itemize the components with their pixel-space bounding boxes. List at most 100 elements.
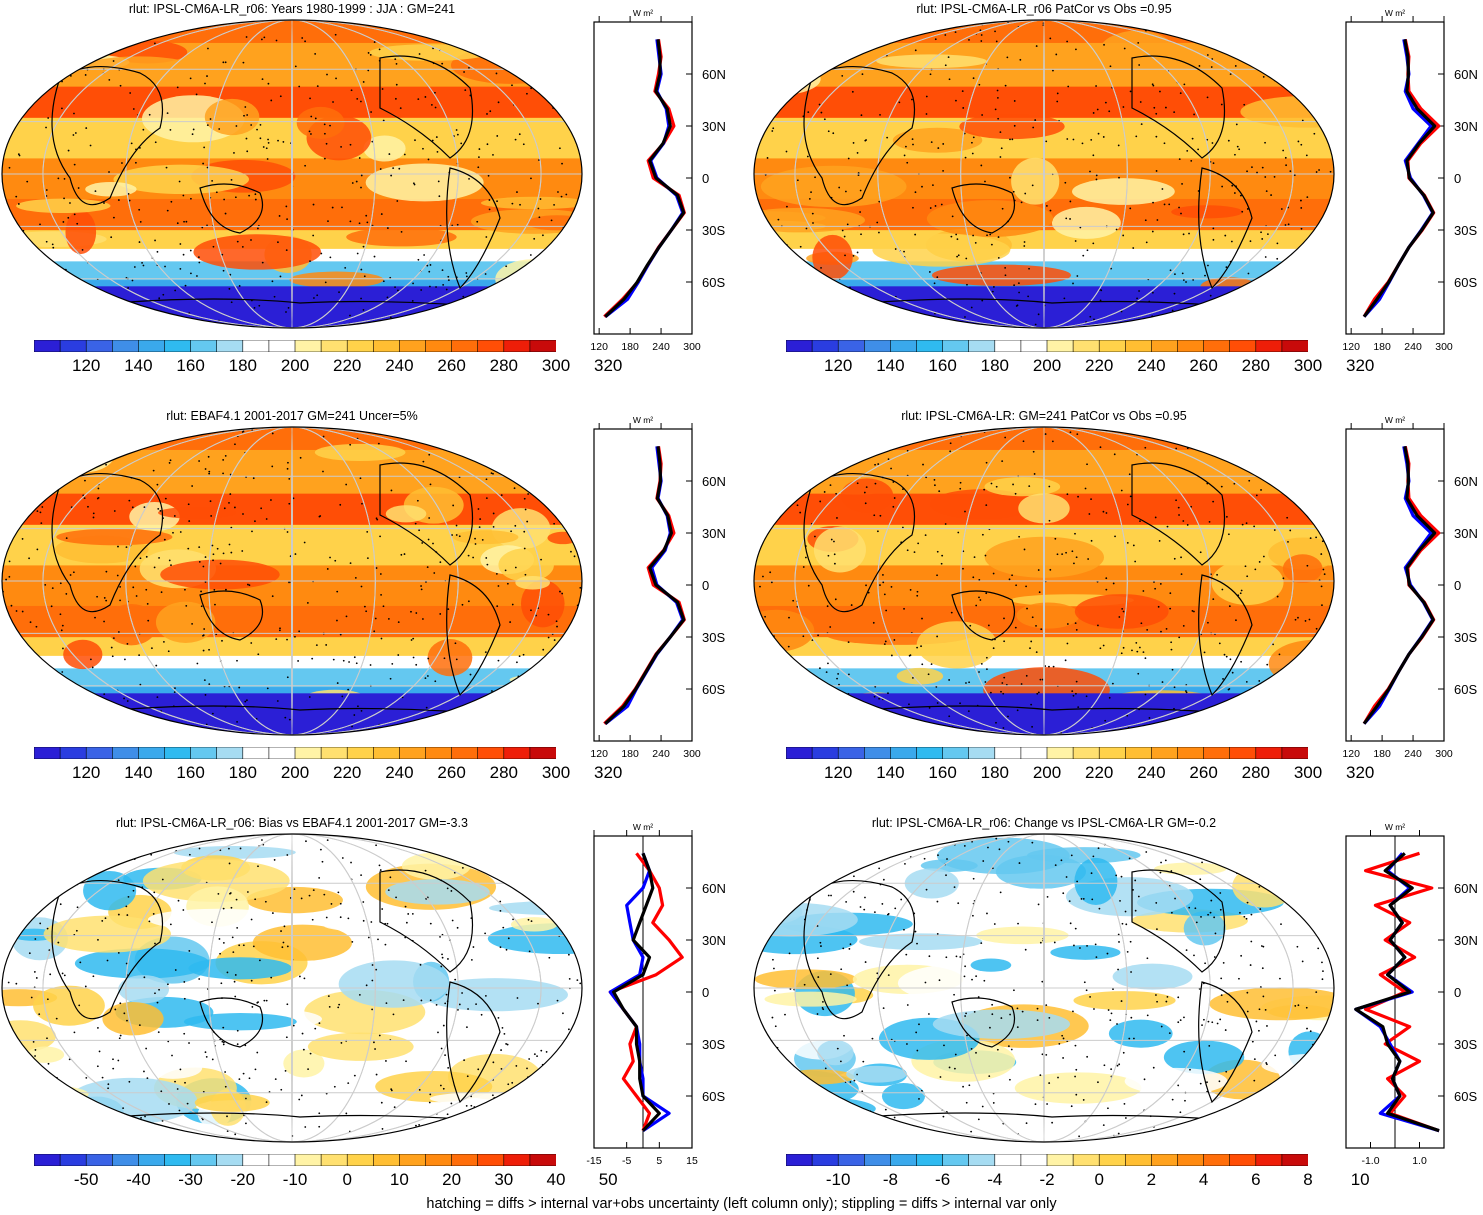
profile-lat-tick-label: 30S — [1454, 223, 1477, 238]
colorbar-tick-label: 160 — [176, 356, 205, 375]
chart-title: rlut: IPSL-CM6A-LR: GM=241 PatCor vs Obs… — [901, 409, 1187, 423]
colorbar-swatch — [399, 340, 427, 352]
profile-series-black — [1362, 39, 1437, 318]
colorbar-swatch — [425, 1154, 453, 1166]
chart-title: rlut: IPSL-CM6A-LR_r06 PatCor vs Obs =0.… — [916, 2, 1172, 16]
zonal-mean-profile: 60N 30N 0 30S 60S 120 180 240 300 W m² — [1342, 415, 1477, 760]
colorbar: 120 140 160 180 200 220 240 260 280 300 320 — [786, 747, 1374, 787]
colorbar-swatch — [786, 1154, 813, 1166]
colorbar-swatch — [1177, 340, 1205, 352]
zonal-mean-profile: 60N 30N 0 30S 60S 120 180 240 300 W m² — [590, 415, 726, 760]
profile-x-tick-label: 300 — [1435, 341, 1453, 353]
profile-lat-tick-label: 30N — [702, 526, 726, 541]
profile-series-black — [604, 39, 686, 318]
global-map — [753, 19, 1335, 329]
colorbar-tick-label: 2 — [1146, 1170, 1157, 1189]
colorbar-tick-label: 240 — [1137, 763, 1166, 782]
colorbar-swatch — [890, 747, 918, 759]
colorbar-tick-label: 320 — [594, 763, 623, 782]
colorbar-swatch — [34, 747, 61, 759]
profile-x-tick-label: 240 — [1404, 341, 1422, 353]
profile-x-tick-label: 180 — [621, 748, 639, 760]
profile-lat-tick-label: 60S — [702, 1089, 725, 1104]
zonal-mean-profile: 60N 30N 0 30S 60S 120 180 240 300 W m² — [1342, 8, 1478, 353]
colorbar-swatch — [811, 1154, 840, 1166]
chart-title: rlut: EBAF4.1 2001-2017 GM=241 Uncer=5% — [166, 409, 418, 423]
colorbar-swatch — [890, 1154, 918, 1166]
colorbar-tick-label: 140 — [876, 356, 905, 375]
colorbar-tick-label: 160 — [176, 763, 205, 782]
colorbar-swatch — [942, 1154, 970, 1166]
colorbar-swatch — [1281, 1154, 1308, 1166]
colorbar-swatch — [1281, 340, 1308, 352]
profile-lat-tick-label: 60N — [702, 881, 726, 896]
colorbar-tick-label: 240 — [385, 763, 414, 782]
colorbar-swatch — [786, 340, 813, 352]
colorbar-swatch — [1203, 340, 1231, 352]
profile-units-label: W m² — [633, 822, 653, 832]
colorbar-swatch — [190, 340, 218, 352]
colorbar-swatch — [811, 340, 840, 352]
colorbar-swatch — [268, 340, 296, 352]
colorbar-tick-label: 120 — [72, 356, 101, 375]
profile-x-tick-label: 240 — [652, 341, 670, 353]
profile-lat-tick-label: 30N — [702, 933, 726, 948]
colorbar-swatch — [85, 747, 114, 759]
profile-series-blue — [608, 852, 671, 1133]
colorbar-swatch — [1203, 1154, 1231, 1166]
colorbar-tick-label: 20 — [442, 1170, 462, 1189]
colorbar: 120 140 160 180 200 220 240 260 280 300 320 — [34, 340, 622, 380]
colorbar-tick-label: 160 — [928, 763, 957, 782]
colorbar-swatch — [1072, 340, 1101, 352]
colorbar-swatch — [242, 340, 270, 352]
colorbar-swatch — [190, 747, 218, 759]
colorbar-tick-label: -2 — [1039, 1170, 1055, 1189]
colorbar-tick-label: 4 — [1198, 1170, 1209, 1189]
colorbar-tick-label: 140 — [876, 763, 905, 782]
colorbar-swatch — [425, 747, 453, 759]
colorbar-swatch — [138, 1154, 166, 1166]
profile-lat-tick-label: 0 — [702, 578, 709, 593]
colorbar-tick-label: 300 — [1293, 356, 1323, 375]
profile-lat-tick-label: 60S — [1454, 682, 1477, 697]
profile-units-label: W m² — [633, 415, 653, 425]
colorbar-swatch — [425, 340, 453, 352]
colorbar-swatch — [399, 747, 427, 759]
profile-lat-tick-label: 0 — [702, 171, 709, 186]
zonal-mean-profile: 60N 30N 0 30S 60S 120 180 240 300 W m² — [590, 8, 725, 353]
colorbar-tick-label: 6 — [1251, 1170, 1261, 1189]
colorbar-tick-label: 180 — [228, 356, 257, 375]
colorbar-swatch — [216, 340, 244, 352]
colorbar-swatch — [112, 747, 140, 759]
profile-lat-tick-label: 30N — [1454, 119, 1478, 134]
zonal-mean-profile: 60N 30N 0 30S 60S -15 -5 5 15 W m² — [586, 822, 726, 1167]
colorbar-swatch — [164, 340, 192, 352]
colorbar-tick-label: 8 — [1303, 1170, 1313, 1189]
profile-units-label: W m² — [633, 8, 653, 18]
profile-x-tick-label: 240 — [652, 748, 670, 760]
colorbar-tick-label: 180 — [980, 356, 1009, 375]
colorbar-swatch — [399, 1154, 427, 1166]
profile-units-label: W m² — [1385, 8, 1405, 18]
colorbar: -50 -40 -30 -20 -10 0 10 20 30 40 50 — [34, 1154, 618, 1194]
colorbar-tick-label: 10 — [389, 1170, 409, 1189]
colorbar: -10 -8 -6 -4 -2 0 2 4 6 8 10 — [786, 1154, 1370, 1194]
colorbar-tick-label: 120 — [824, 356, 853, 375]
colorbar-swatch — [34, 340, 61, 352]
profile-lat-tick-label: 30S — [702, 1037, 725, 1052]
profile-lat-tick-label: 30S — [702, 223, 725, 238]
colorbar-swatch — [268, 747, 296, 759]
profile-series-black — [1354, 852, 1440, 1133]
colorbar-swatch — [59, 747, 88, 759]
colorbar-swatch — [1203, 747, 1231, 759]
colorbar-swatch — [294, 747, 322, 759]
global-map — [753, 426, 1335, 736]
profile-units-label: W m² — [1385, 822, 1405, 832]
colorbar-swatch — [294, 1154, 322, 1166]
colorbar-swatch — [968, 340, 996, 352]
colorbar-swatch — [942, 340, 970, 352]
profile-series-black — [612, 852, 661, 1132]
colorbar-swatch — [994, 747, 1022, 759]
colorbar-swatch — [837, 1154, 866, 1166]
colorbar-swatch — [811, 747, 840, 759]
